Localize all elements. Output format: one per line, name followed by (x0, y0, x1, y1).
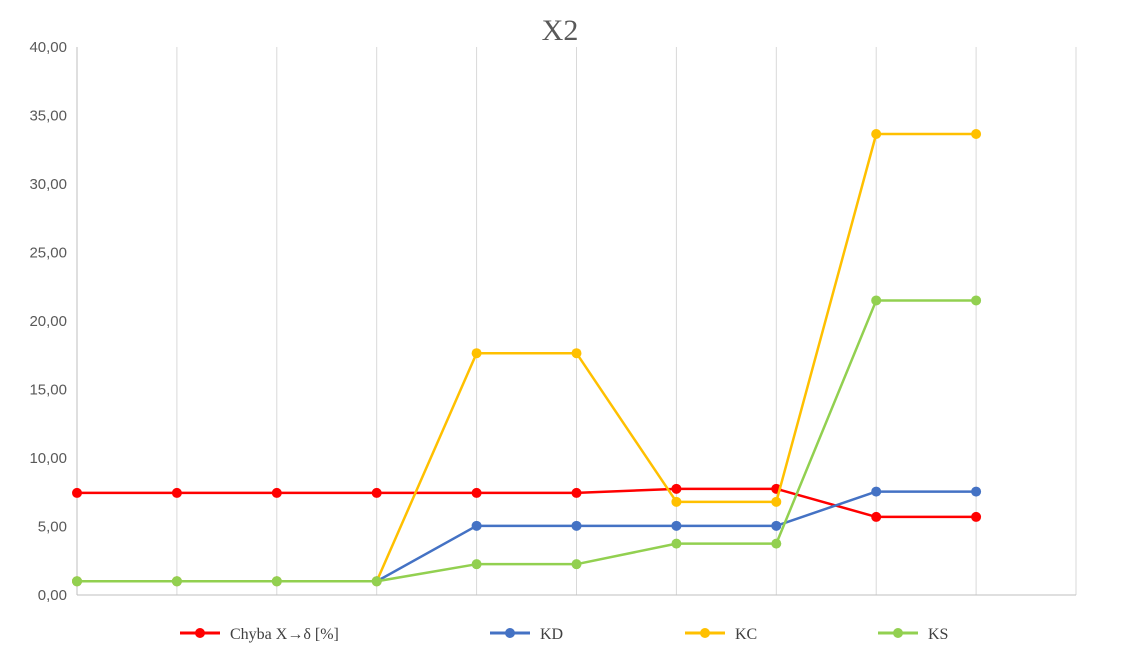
data-point (671, 538, 682, 549)
data-point (471, 487, 482, 498)
data-point (971, 511, 982, 522)
series-line (77, 487, 977, 519)
legend-label: KC (735, 626, 757, 643)
data-point (371, 576, 382, 587)
y-tick-label: 20,00 (29, 313, 67, 330)
data-point (771, 538, 782, 549)
y-tick-label: 0,00 (38, 587, 67, 604)
series-line (77, 299, 977, 583)
data-point (571, 487, 582, 498)
data-point (371, 487, 382, 498)
data-point (471, 520, 482, 531)
series-line (77, 132, 977, 583)
legend-item: Chyba X→δ [%] (180, 626, 339, 643)
data-point (671, 496, 682, 507)
y-tick-label: 10,00 (29, 450, 67, 467)
data-point (72, 487, 82, 498)
data-point (971, 486, 982, 497)
series-2 (72, 486, 982, 587)
legend-marker-swatch (505, 628, 515, 638)
grid-lines (176, 47, 1077, 595)
legend-marker-swatch (893, 628, 903, 638)
legend-label: KS (928, 626, 948, 643)
data-point (971, 295, 982, 306)
data-point (471, 348, 482, 359)
y-tick-label: 15,00 (29, 382, 67, 399)
series-line (77, 490, 977, 583)
series-lines (72, 128, 982, 587)
legend-label: KD (540, 626, 563, 643)
legend-label: Chyba X→δ [%] (230, 626, 339, 643)
series-3 (72, 128, 982, 587)
data-point (72, 576, 82, 587)
data-point (271, 487, 282, 498)
legend-item: KD (490, 626, 563, 643)
data-point (571, 520, 582, 531)
y-tick-label: 35,00 (29, 108, 67, 125)
data-point (871, 128, 882, 139)
y-tick-label: 40,00 (29, 39, 67, 56)
data-point (771, 496, 782, 507)
data-point (771, 520, 782, 531)
legend: Chyba X→δ [%] KD KC KS (180, 626, 948, 643)
y-tick-label: 25,00 (29, 245, 67, 262)
data-point (571, 348, 582, 359)
data-point (871, 295, 882, 306)
y-tick-label: 30,00 (29, 176, 67, 193)
y-tick-label: 5,00 (38, 519, 67, 536)
legend-item: KS (878, 626, 948, 643)
series-1 (72, 483, 982, 522)
data-point (171, 487, 182, 498)
chart-title: X2 (542, 14, 579, 47)
legend-item: KC (685, 626, 757, 643)
data-point (271, 576, 282, 587)
series-4 (72, 295, 982, 587)
axes: 0,00 5,00 10,00 15,00 20,00 25,00 30,00 35,00 40… (29, 39, 1076, 604)
data-point (471, 559, 482, 570)
data-point (571, 559, 582, 570)
data-point (871, 511, 882, 522)
legend-marker-swatch (700, 628, 710, 638)
data-point (671, 520, 682, 531)
data-point (971, 128, 982, 139)
legend-marker-swatch (195, 628, 205, 638)
data-point (671, 483, 682, 494)
data-point (871, 486, 882, 497)
data-point (171, 576, 182, 587)
